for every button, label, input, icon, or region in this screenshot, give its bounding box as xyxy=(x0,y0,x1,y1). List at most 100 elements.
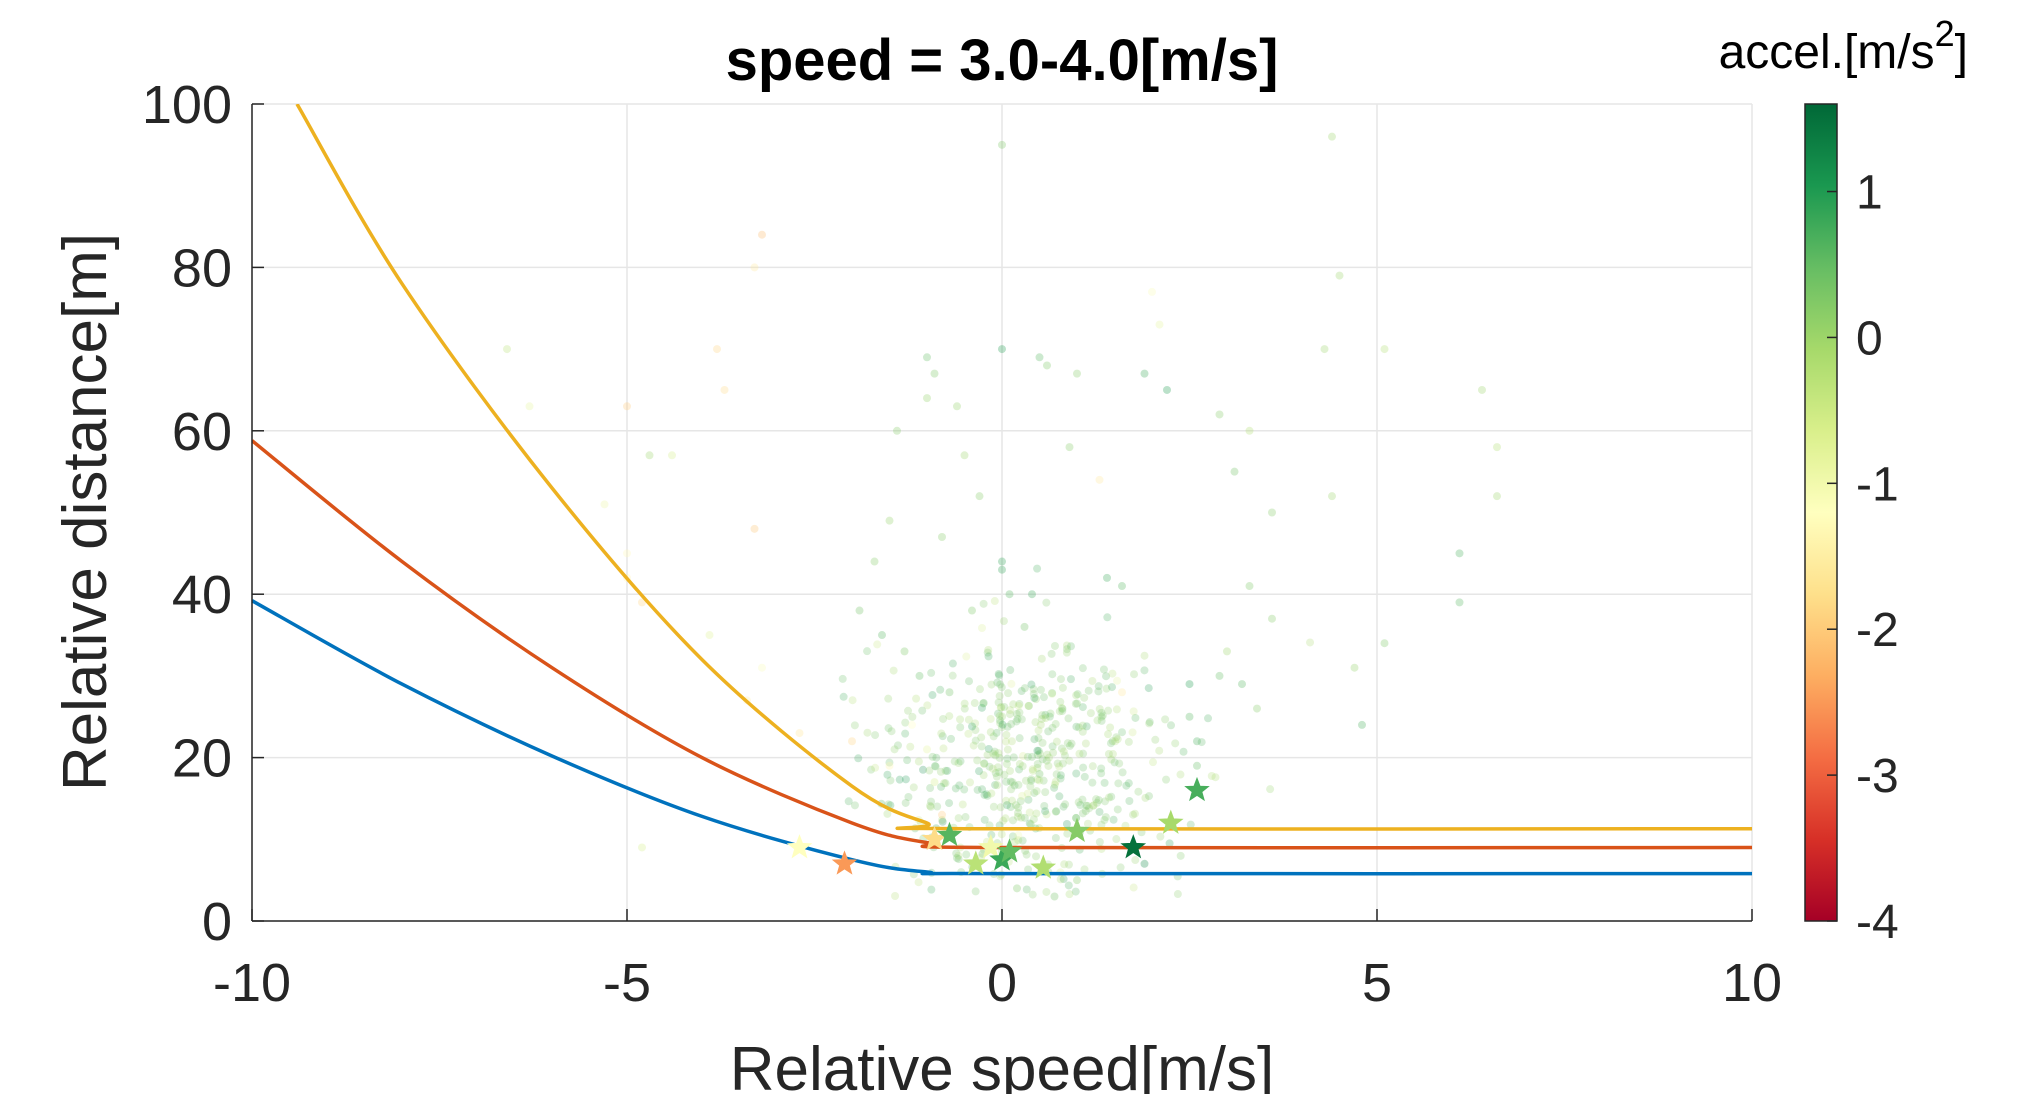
scatter-point xyxy=(1028,752,1037,761)
scatter-point xyxy=(1065,890,1074,899)
y-tick-labels: 0 20 40 60 80 100 xyxy=(142,75,232,952)
scatter-point xyxy=(758,230,766,239)
x-tick-label: -10 xyxy=(213,953,291,1013)
scatter-point xyxy=(863,647,872,656)
scatter-point xyxy=(1022,885,1031,894)
scatter-point xyxy=(863,728,872,737)
scatter-point xyxy=(1042,887,1051,896)
scatter-point xyxy=(1049,748,1058,757)
scatter-point xyxy=(668,451,676,460)
scatter-point xyxy=(992,772,1001,781)
scatter-point xyxy=(925,766,934,775)
scatter-point xyxy=(1099,665,1108,674)
scatter-point xyxy=(1002,796,1011,805)
scatter-point xyxy=(1028,765,1037,774)
scatter-point xyxy=(1268,508,1276,517)
scatter-point xyxy=(1101,813,1110,822)
scatter-point xyxy=(1478,385,1486,394)
scatter-point xyxy=(984,652,993,661)
scatter-point xyxy=(918,706,927,715)
scatter-point xyxy=(1350,663,1359,672)
scatter-point xyxy=(1131,856,1140,865)
scatter-point xyxy=(977,624,986,633)
scatter-point xyxy=(1089,801,1098,810)
scatter-point xyxy=(1050,783,1059,792)
colorbar: 1 0 -1 -2 -3 -4 accel.[m/s2] xyxy=(1719,13,1968,949)
scatter-point xyxy=(1028,766,1037,775)
scatter-point xyxy=(1024,865,1033,874)
colorbar-tick-label: -2 xyxy=(1856,604,1899,657)
scatter-point xyxy=(1051,720,1060,729)
colorbar-label-suffix: ] xyxy=(1955,26,1968,79)
colorbar-tick-label: 1 xyxy=(1856,167,1883,220)
scatter-point xyxy=(1122,781,1131,790)
scatter-point xyxy=(885,761,894,770)
scatter-point xyxy=(1009,753,1018,762)
scatter-point xyxy=(1036,685,1045,694)
scatter-point xyxy=(854,754,863,763)
colorbar-tick-label: -4 xyxy=(1856,896,1899,949)
scatter-point xyxy=(933,802,942,811)
scatter-point xyxy=(1140,666,1149,675)
scatter-point xyxy=(1032,809,1041,818)
scatter-point xyxy=(867,765,876,774)
scatter-point xyxy=(1097,764,1106,773)
scatter-point xyxy=(1108,737,1117,746)
scatter-point xyxy=(1134,787,1143,796)
scatter-point xyxy=(994,669,1003,678)
scatter-point xyxy=(1050,892,1059,901)
scatter-point xyxy=(914,757,923,766)
scatter-point xyxy=(889,666,898,675)
scatter-point xyxy=(1056,697,1065,706)
scatter-point xyxy=(964,715,973,724)
scatter-point xyxy=(1008,816,1017,825)
scatter-point xyxy=(1035,776,1044,785)
scatter-point xyxy=(1027,775,1036,784)
scatter-point xyxy=(938,533,946,542)
scatter-point xyxy=(1094,796,1103,805)
scatter-point xyxy=(979,599,988,608)
scatter-point xyxy=(1088,778,1097,787)
scatter-point xyxy=(1044,761,1053,770)
scatter-point xyxy=(1006,666,1015,675)
scatter-point xyxy=(1057,744,1066,753)
scatter-point xyxy=(923,745,931,754)
scatter-point xyxy=(991,751,1000,760)
scatter-point xyxy=(850,721,859,730)
scatter-point xyxy=(1155,746,1164,755)
scatter-point xyxy=(1161,715,1170,724)
scatter-point xyxy=(1140,651,1149,660)
scatter-point xyxy=(1064,860,1073,869)
scatter-point xyxy=(1034,734,1043,743)
scatter-point xyxy=(939,714,948,723)
colorbar-tick-label: 0 xyxy=(1856,312,1883,365)
scatter-point xyxy=(1073,876,1081,885)
star-marker xyxy=(1184,776,1210,802)
scatter-point xyxy=(1034,726,1043,735)
scatter-point xyxy=(926,802,935,811)
scatter-point xyxy=(1215,671,1224,680)
scatter-point xyxy=(908,720,916,729)
scatter-point xyxy=(1067,739,1076,748)
scatter-point xyxy=(1059,875,1068,884)
scatter-point xyxy=(1014,836,1023,845)
x-tick-label: 5 xyxy=(1362,953,1392,1013)
scatter-point xyxy=(1358,720,1366,729)
scatter-point xyxy=(1002,777,1011,786)
scatter-point xyxy=(1078,703,1087,712)
scatter-point xyxy=(1020,622,1029,631)
scatter-point xyxy=(1082,722,1091,731)
scatter-point xyxy=(1097,712,1106,721)
scatter-point xyxy=(887,727,896,736)
scatter-point xyxy=(987,680,996,689)
scatter-point xyxy=(893,426,901,435)
scatter-point xyxy=(1024,795,1033,804)
scatter-point xyxy=(946,734,955,743)
scatter-point xyxy=(1176,770,1185,779)
scatter-point xyxy=(1016,797,1025,806)
scatter-point xyxy=(956,723,965,732)
scatter-point xyxy=(969,741,978,750)
scatter-point xyxy=(1041,807,1050,816)
scatter-point xyxy=(1171,739,1180,748)
scatter-point xyxy=(850,801,859,810)
